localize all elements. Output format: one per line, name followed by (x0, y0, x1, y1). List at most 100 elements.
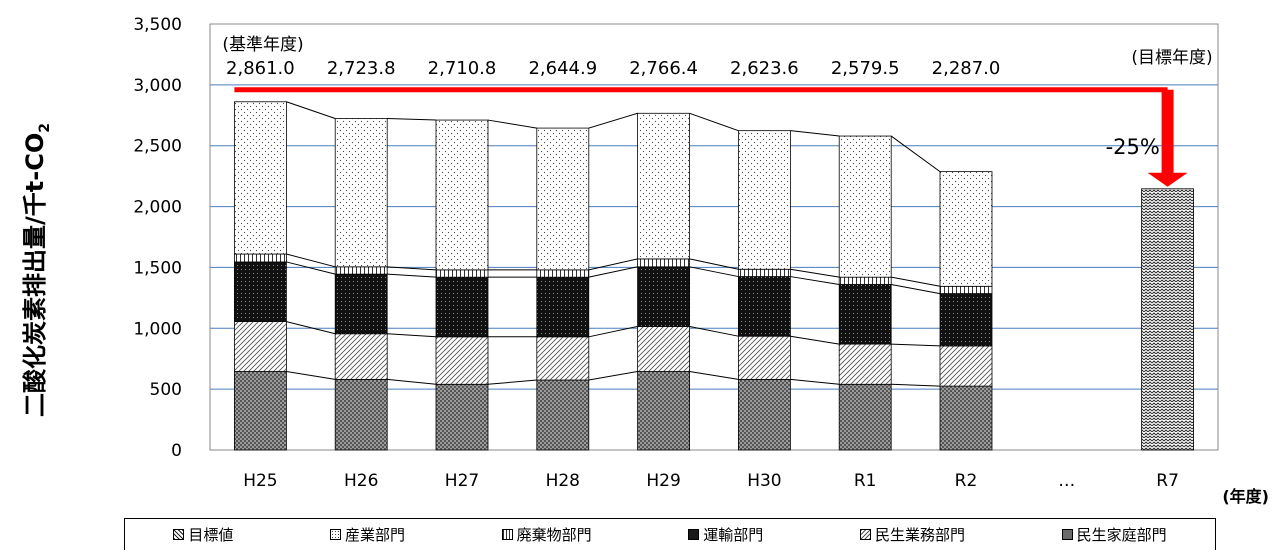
bar-segment (838, 276, 892, 285)
bars (233, 101, 1194, 451)
legend-item: 民生家庭部門 (1061, 524, 1167, 545)
connector-line (387, 117, 437, 121)
connector-line (891, 276, 941, 287)
legend-swatch (1061, 529, 1073, 540)
connector-line (689, 258, 739, 270)
y-tick-label: 500 (150, 380, 182, 400)
connector-line (387, 273, 437, 278)
legend-item: 民生業務部門 (859, 524, 965, 545)
bar-segment (435, 119, 489, 271)
total-label: 2,644.9 (528, 58, 597, 79)
x-tick-label: H28 (546, 471, 580, 491)
bar-segment (838, 383, 892, 451)
connector-line (487, 119, 537, 129)
series-connector-lines (286, 101, 941, 387)
y-axis-ticks: 0 500 1,000 1,500 2,000 2,500 3,000 3,500 (133, 15, 182, 461)
bar-segment (435, 383, 489, 451)
total-label: 2,723.8 (327, 58, 396, 79)
annotations: (基準年度) (目標年度) -25% (222, 35, 1213, 187)
reduction-arrow-head (1147, 172, 1188, 187)
bar-segment (233, 261, 287, 322)
legend-label: 産業部門 (344, 526, 405, 544)
legend-item: 産業部門 (329, 524, 405, 545)
total-label: 2,861.0 (226, 58, 295, 79)
x-tick-label: R1 (854, 471, 877, 491)
y-tick-label: 1,000 (133, 319, 182, 339)
bar-segment (637, 371, 690, 451)
bar-segment (939, 385, 993, 451)
x-axis-label: (年度) (1222, 487, 1269, 506)
bar-segment (939, 285, 993, 294)
x-tick-label: R7 (1156, 471, 1179, 491)
bar-segment (536, 276, 590, 338)
bar-segment (838, 135, 892, 278)
bar-segment (334, 118, 388, 268)
legend-swatch (329, 529, 341, 540)
x-tick-label: R2 (955, 471, 978, 491)
connector-line (286, 321, 336, 335)
connector-line (891, 383, 941, 387)
connector-line (588, 371, 638, 381)
x-tick-label: H25 (243, 471, 277, 491)
legend: 目標値 産業部門 廃棄物部門 運輸部門 民生業務部門 民生家庭部門 (124, 518, 1216, 550)
bar-segment (334, 266, 388, 275)
bar-segment (738, 379, 791, 451)
legend-label: 運輸部門 (703, 526, 764, 544)
legend-swatch (501, 529, 513, 540)
connector-line (286, 101, 336, 119)
legend-label: 目標値 (188, 526, 234, 544)
x-tick-label: H26 (344, 471, 378, 491)
base-year-label: (基準年度) (222, 35, 303, 55)
plot-area-border (209, 23, 1219, 451)
bar-segment (738, 130, 791, 270)
y-tick-label: 2,000 (133, 198, 182, 218)
connector-line (790, 268, 840, 278)
legend-label: 廃棄物部門 (516, 526, 592, 544)
legend-label: 民生家庭部門 (1076, 526, 1167, 544)
bar-segment (334, 379, 388, 451)
bar-segment (435, 276, 489, 338)
bar-segment (939, 345, 993, 387)
legend-item: 運輸部門 (688, 524, 763, 545)
bar-segment (233, 371, 287, 451)
bar-segment (435, 269, 489, 278)
bar-segment (738, 276, 791, 337)
total-label: 2,623.6 (730, 58, 799, 79)
connector-line (790, 378, 840, 385)
bar-segment (334, 273, 388, 335)
connector-line (286, 253, 336, 268)
legend-item: 廃棄物部門 (501, 524, 592, 545)
connector-line (891, 343, 941, 347)
total-label: 2,579.5 (831, 58, 900, 79)
bar-segment (637, 258, 690, 268)
y-tick-label: 3,000 (133, 76, 182, 96)
bar-segment (536, 127, 590, 271)
bar-segment (637, 266, 690, 327)
y-tick-label: 3,500 (133, 15, 182, 35)
connector-line (387, 378, 437, 385)
connector-line (790, 130, 840, 137)
bar-segment (233, 253, 287, 263)
target-year-label: (目標年度) (1131, 48, 1212, 68)
legend-swatch (688, 529, 700, 540)
connector-line (689, 325, 739, 337)
bar-segment (939, 171, 993, 287)
total-label: 2,287.0 (932, 58, 1001, 79)
x-axis-ticks: H25 H26 H27 H28 H29 H30 R1 R2 … R7 (年度) (243, 471, 1269, 506)
total-labels: 2,861.0 2,723.8 2,710.8 2,644.9 2,766.4 2,623… (226, 58, 1000, 79)
bar-segment (435, 336, 489, 385)
bar-segment (838, 343, 892, 385)
bar-segment (233, 101, 287, 255)
y-tick-label: 0 (171, 441, 182, 461)
bar-segment (637, 112, 690, 260)
x-tick-label: H29 (646, 471, 680, 491)
total-label: 2,766.4 (629, 58, 698, 79)
bar-segment (536, 379, 590, 451)
reduction-label: -25% (1106, 135, 1160, 159)
connector-line (790, 276, 840, 285)
connector-line (286, 371, 336, 380)
total-label: 2,710.8 (428, 58, 497, 79)
y-axis-label: 二酸化炭素排出量/千t-CO2 (21, 123, 53, 417)
bar-segment (536, 336, 590, 381)
